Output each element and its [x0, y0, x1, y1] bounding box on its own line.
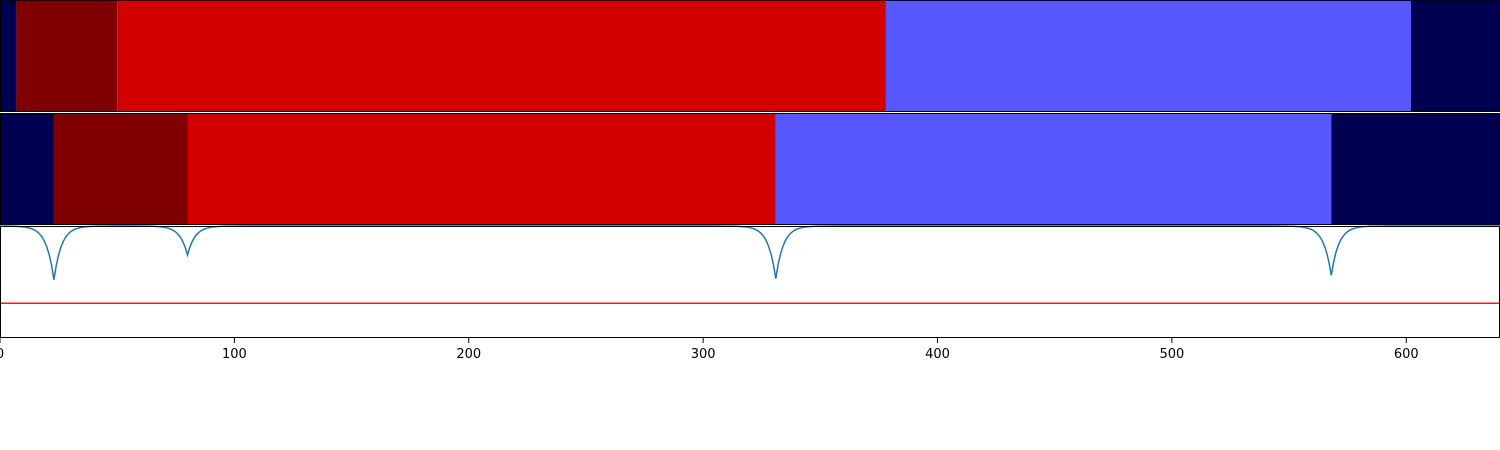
- x-tick-label: 300: [691, 347, 716, 362]
- x-tick-label: 200: [456, 347, 481, 362]
- track-2-segment-3: [187, 113, 776, 225]
- track-1-segment-4: [885, 0, 1411, 112]
- x-tick-label: 100: [222, 347, 247, 362]
- track-1-segment-2: [16, 0, 118, 112]
- track-2-segment-1: [0, 113, 54, 225]
- segmentation-track-2: [0, 113, 1500, 225]
- x-axis: 0 100 200 300 400 500 600: [0, 338, 1419, 362]
- track-1-segment-3: [117, 0, 886, 112]
- x-tick-label: 500: [1159, 347, 1184, 362]
- x-tick-label: 400: [925, 347, 950, 362]
- track-2-segment-2: [53, 113, 188, 225]
- track-2-segment-4: [775, 113, 1332, 225]
- segmentation-track-1: [0, 0, 1500, 112]
- signal-line: [0, 225, 1500, 280]
- x-tick-label: 600: [1394, 347, 1419, 362]
- signal-panel-frame: [0, 226, 1500, 338]
- track-1-segment-5: [1410, 0, 1500, 112]
- track-1-segment-1: [0, 0, 17, 112]
- x-tick-label: 0: [0, 347, 4, 362]
- track-2-segment-5: [1331, 113, 1500, 225]
- signal-panel: [0, 225, 1500, 338]
